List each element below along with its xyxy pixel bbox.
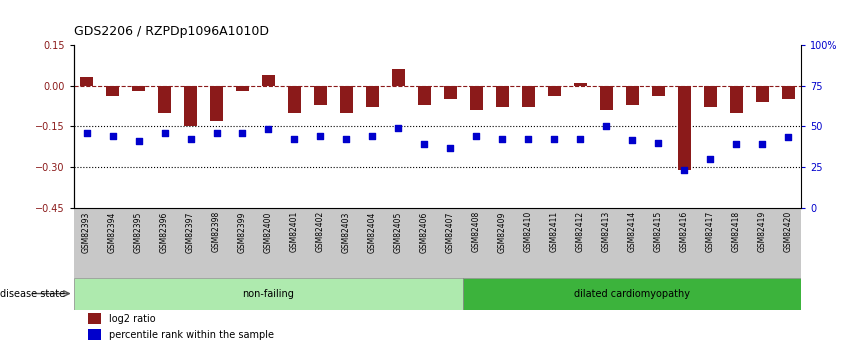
Bar bbox=[236, 86, 249, 91]
Text: GSM82395: GSM82395 bbox=[134, 211, 143, 253]
Bar bbox=[158, 86, 171, 113]
Text: GSM82404: GSM82404 bbox=[368, 211, 377, 253]
Text: GSM82400: GSM82400 bbox=[264, 211, 273, 253]
Text: GSM82407: GSM82407 bbox=[446, 211, 455, 253]
Text: GSM82393: GSM82393 bbox=[82, 211, 91, 253]
Point bbox=[132, 138, 145, 144]
Point bbox=[573, 136, 587, 141]
Text: GSM82418: GSM82418 bbox=[732, 211, 740, 252]
Bar bbox=[573, 83, 587, 86]
Point bbox=[210, 130, 223, 136]
Point bbox=[158, 130, 171, 136]
Point bbox=[313, 133, 327, 139]
Point bbox=[599, 124, 613, 129]
Bar bbox=[469, 86, 483, 110]
Bar bbox=[184, 86, 197, 126]
Text: GSM82402: GSM82402 bbox=[316, 211, 325, 253]
Point bbox=[80, 130, 94, 136]
Text: GSM82411: GSM82411 bbox=[550, 211, 559, 252]
Point bbox=[547, 136, 561, 141]
Bar bbox=[521, 86, 534, 107]
Text: GSM82413: GSM82413 bbox=[602, 211, 611, 253]
Bar bbox=[677, 86, 691, 170]
Text: GSM82416: GSM82416 bbox=[680, 211, 688, 253]
Bar bbox=[599, 86, 613, 110]
Bar bbox=[652, 86, 665, 97]
Text: GSM82397: GSM82397 bbox=[186, 211, 195, 253]
Bar bbox=[729, 86, 743, 113]
Text: GSM82401: GSM82401 bbox=[290, 211, 299, 253]
Bar bbox=[132, 86, 145, 91]
Point bbox=[781, 135, 795, 140]
Text: GSM82405: GSM82405 bbox=[394, 211, 403, 253]
Point bbox=[521, 136, 535, 141]
Bar bbox=[339, 86, 353, 113]
Bar bbox=[106, 86, 119, 97]
Text: percentile rank within the sample: percentile rank within the sample bbox=[108, 329, 274, 339]
Bar bbox=[703, 86, 717, 107]
Bar bbox=[463, 278, 801, 309]
Bar bbox=[391, 69, 405, 86]
Text: GSM82412: GSM82412 bbox=[576, 211, 585, 252]
Bar bbox=[80, 77, 93, 86]
Point bbox=[651, 140, 665, 145]
Text: log2 ratio: log2 ratio bbox=[108, 314, 155, 324]
Text: GSM82406: GSM82406 bbox=[420, 211, 429, 253]
Bar bbox=[88, 329, 101, 340]
Text: GSM82414: GSM82414 bbox=[628, 211, 637, 253]
Point bbox=[469, 133, 483, 139]
Point bbox=[443, 145, 457, 151]
Point bbox=[391, 125, 405, 130]
Point bbox=[703, 156, 717, 162]
Bar bbox=[262, 75, 275, 86]
Point bbox=[677, 167, 691, 172]
Bar bbox=[782, 86, 795, 99]
Bar bbox=[495, 86, 508, 107]
Text: dilated cardiomyopathy: dilated cardiomyopathy bbox=[574, 288, 690, 298]
Text: GSM82396: GSM82396 bbox=[160, 211, 169, 253]
Bar bbox=[74, 278, 463, 309]
Point bbox=[365, 133, 379, 139]
Point bbox=[106, 133, 120, 139]
Text: GSM82409: GSM82409 bbox=[498, 211, 507, 253]
Bar bbox=[547, 86, 561, 97]
Point bbox=[339, 136, 353, 141]
Bar bbox=[418, 86, 431, 105]
Point bbox=[236, 130, 249, 136]
Point bbox=[262, 126, 275, 132]
Text: GSM82398: GSM82398 bbox=[212, 211, 221, 253]
Text: GSM82394: GSM82394 bbox=[108, 211, 117, 253]
Point bbox=[495, 136, 509, 141]
Text: GSM82408: GSM82408 bbox=[472, 211, 481, 253]
Point bbox=[729, 141, 743, 147]
Text: GSM82417: GSM82417 bbox=[706, 211, 714, 253]
Text: non-failing: non-failing bbox=[242, 288, 294, 298]
Point bbox=[184, 136, 197, 141]
Bar bbox=[625, 86, 639, 105]
Bar bbox=[210, 86, 223, 121]
Bar bbox=[365, 86, 379, 107]
Bar bbox=[755, 86, 769, 102]
Point bbox=[625, 137, 639, 142]
Text: disease state: disease state bbox=[0, 288, 65, 298]
Bar bbox=[313, 86, 327, 105]
Text: GSM82415: GSM82415 bbox=[654, 211, 662, 253]
Text: GSM82403: GSM82403 bbox=[342, 211, 351, 253]
Text: GSM82420: GSM82420 bbox=[784, 211, 792, 253]
Text: GSM82410: GSM82410 bbox=[524, 211, 533, 253]
Text: GDS2206 / RZPDp1096A1010D: GDS2206 / RZPDp1096A1010D bbox=[74, 25, 268, 38]
Bar bbox=[288, 86, 301, 113]
Text: GSM82419: GSM82419 bbox=[758, 211, 766, 253]
Bar bbox=[444, 86, 457, 99]
Point bbox=[417, 141, 431, 147]
Point bbox=[288, 136, 301, 141]
Point bbox=[755, 141, 769, 147]
Bar bbox=[88, 313, 101, 324]
Text: GSM82399: GSM82399 bbox=[238, 211, 247, 253]
